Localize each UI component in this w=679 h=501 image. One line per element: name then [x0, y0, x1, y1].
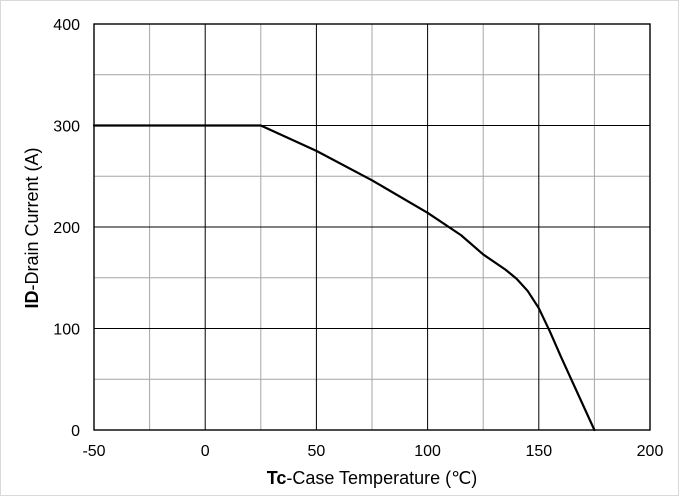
minor-grid [94, 24, 650, 430]
series-layer [92, 124, 596, 432]
y-tick-label: 400 [53, 17, 80, 34]
x-axis-label: Tc-Case Temperature (℃) [267, 468, 478, 488]
y-axis-label: ID-Drain Current (A) [22, 147, 42, 308]
x-axis-label-bold: Tc [267, 468, 287, 488]
y-tick-label: 0 [71, 423, 80, 440]
y-tick-label: 100 [53, 322, 80, 339]
series-line-0 [92, 124, 596, 432]
x-tick-label: 50 [308, 443, 326, 460]
x-tick-label: -50 [82, 443, 105, 460]
x-tick-labels: -50 0 50 100 150 200 [82, 443, 663, 460]
x-axis-label-rest: -Case Temperature (℃) [286, 468, 477, 488]
major-grid [94, 24, 650, 430]
y-axis-label-rest: -Drain Current (A) [22, 147, 42, 290]
x-tick-label: 0 [201, 443, 210, 460]
y-tick-labels: 0 100 200 300 400 [53, 17, 80, 440]
x-tick-label: 150 [525, 443, 552, 460]
y-axis-label-bold: ID [22, 291, 42, 309]
x-tick-label: 200 [637, 443, 664, 460]
y-tick-label: 300 [53, 119, 80, 136]
y-tick-label: 200 [53, 220, 80, 237]
x-tick-label: 100 [414, 443, 441, 460]
plot-frame [93, 23, 651, 431]
